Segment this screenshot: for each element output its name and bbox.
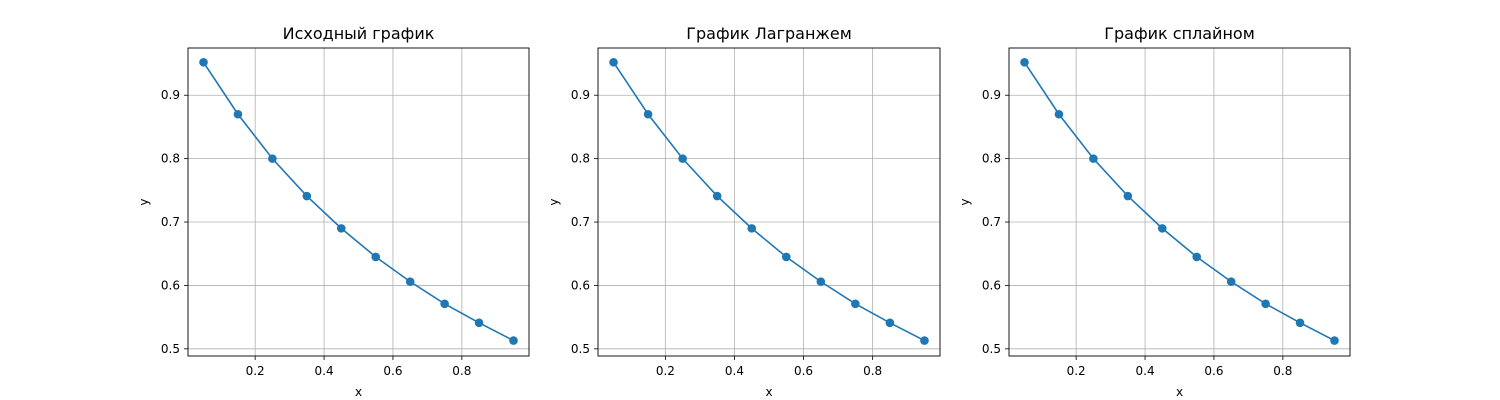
x-tick-label: 0.8: [452, 364, 471, 378]
data-point: [233, 109, 243, 119]
y-axis-label: y: [958, 198, 972, 205]
plot-frame: [187, 47, 530, 357]
x-tick-label: 0.8: [863, 364, 882, 378]
chart-title: График Лагранжем: [686, 24, 852, 43]
data-point: [371, 252, 381, 262]
data-point: [1192, 252, 1202, 262]
x-tick-label: 0.4: [1136, 364, 1155, 378]
chart-panel-1: 0.2 0.4 0.6 0.8 0.5 0.6 0.7 0.8 0.9 Исходный граф…: [137, 24, 530, 399]
data-point: [1089, 154, 1098, 163]
y-tick-label: 0.5: [161, 342, 180, 356]
y-tick-label: 0.8: [161, 152, 180, 166]
y-tick-label: 0.8: [982, 152, 1001, 166]
data-point: [1157, 224, 1167, 233]
x-axis-label: x: [1176, 385, 1183, 399]
data-point: [712, 191, 722, 201]
y-tick-label: 0.6: [982, 278, 1001, 292]
y-axis-label: y: [137, 198, 151, 205]
data-point: [199, 57, 208, 67]
chart-panel-3: 0.2 0.4 0.6 0.8 0.5 0.6 0.7 0.8 0.9 График сплайн…: [958, 24, 1351, 399]
data-point: [643, 109, 653, 119]
x-axis-label: x: [765, 385, 772, 399]
y-tick-label: 0.9: [571, 88, 590, 102]
x-tick-label: 0.4: [725, 364, 744, 378]
data-point: [609, 57, 618, 67]
data-point: [405, 277, 415, 286]
data-point: [302, 191, 312, 201]
y-tick-label: 0.5: [571, 342, 590, 356]
data-point: [1226, 277, 1236, 286]
data-point: [920, 336, 929, 345]
data-point: [885, 318, 895, 328]
data-point: [678, 154, 687, 163]
plot-frame: [1008, 47, 1351, 357]
data-point: [440, 299, 449, 309]
x-tick-label: 0.8: [1273, 364, 1292, 378]
series-line: [612, 61, 925, 342]
data-point: [1330, 336, 1339, 345]
y-tick-label: 0.6: [571, 278, 590, 292]
data-point: [1123, 191, 1133, 201]
chart-panel-2: 0.2 0.4 0.6 0.8 0.5 0.6 0.7 0.8 0.9 График Лагран…: [547, 24, 941, 399]
series-line: [1023, 61, 1335, 342]
x-tick-label: 0.4: [315, 364, 334, 378]
x-tick-label: 0.6: [794, 364, 813, 378]
data-point: [816, 277, 826, 286]
y-tick-label: 0.5: [982, 342, 1001, 356]
chart-title: Исходный график: [283, 24, 435, 43]
x-tick-label: 0.2: [656, 364, 675, 378]
data-point: [1261, 299, 1270, 309]
x-axis-label: x: [355, 385, 362, 399]
y-tick-label: 0.9: [161, 88, 180, 102]
x-tick-label: 0.2: [246, 364, 265, 378]
data-point: [509, 336, 518, 345]
x-tick-label: 0.6: [383, 364, 402, 378]
y-tick-label: 0.7: [571, 215, 590, 229]
data-point: [781, 252, 791, 262]
data-point: [747, 224, 757, 233]
data-point: [1295, 318, 1305, 328]
y-tick-label: 0.9: [982, 88, 1001, 102]
x-tick-label: 0.6: [1204, 364, 1223, 378]
data-point: [474, 318, 484, 328]
data-point: [336, 224, 346, 233]
data-point: [1054, 109, 1064, 119]
data-point: [1020, 57, 1029, 67]
y-tick-label: 0.6: [161, 278, 180, 292]
plot-frame: [597, 47, 941, 357]
chart-title: График сплайном: [1104, 24, 1255, 43]
y-tick-label: 0.7: [161, 215, 180, 229]
series-line: [202, 61, 514, 342]
data-point: [268, 154, 277, 163]
y-tick-label: 0.8: [571, 152, 590, 166]
data-point: [851, 299, 860, 309]
y-tick-label: 0.7: [982, 215, 1001, 229]
y-axis-label: y: [547, 198, 561, 205]
x-tick-label: 0.2: [1067, 364, 1086, 378]
